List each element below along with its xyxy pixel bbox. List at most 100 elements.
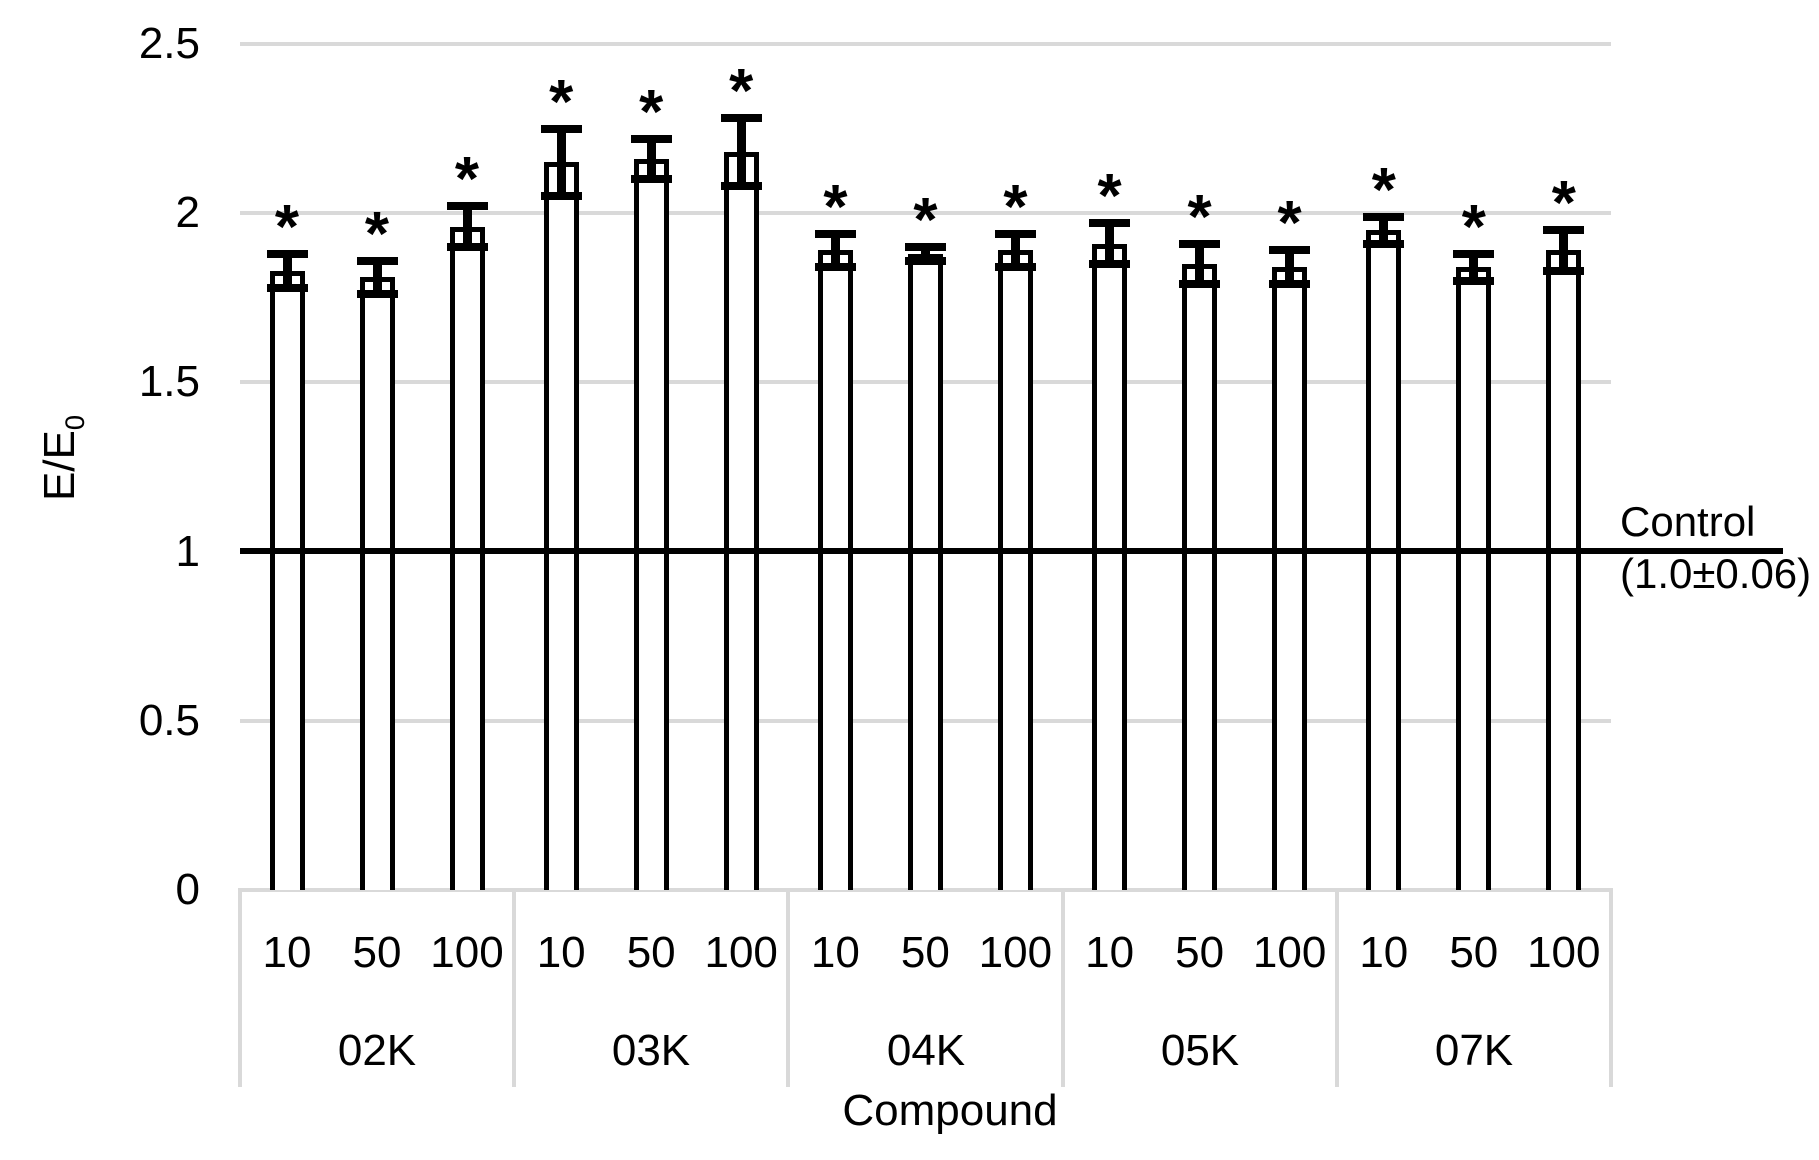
error-bar-line	[1559, 230, 1568, 271]
error-bar-cap-top	[721, 114, 762, 123]
group-separator	[1609, 888, 1613, 1087]
error-bar-line	[373, 260, 382, 295]
bar-05K-100	[1272, 267, 1307, 890]
significance-asterisk: *	[913, 186, 938, 256]
error-bar-cap-bottom	[1269, 280, 1310, 289]
group-label-02K: 02K	[337, 1026, 417, 1075]
significance-asterisk: *	[1187, 182, 1212, 252]
error-bar-cap-bottom	[905, 256, 946, 265]
error-bar-line	[1011, 233, 1020, 268]
error-bar-line	[1105, 223, 1114, 264]
y-axis-title-text: E/E	[35, 430, 84, 502]
y-tick-label: 1	[175, 526, 200, 576]
error-bar-cap-top	[1363, 212, 1404, 221]
group-separator	[786, 888, 790, 1087]
group-label-07K: 07K	[1434, 1026, 1514, 1075]
bar-02K-100	[450, 226, 485, 890]
significance-asterisk: *	[364, 199, 390, 269]
bar-07K-100	[1546, 250, 1581, 890]
y-tick-label: 0.5	[138, 695, 200, 745]
error-bar-cap-top	[447, 202, 488, 211]
bar-04K-50	[908, 253, 943, 890]
dose-tick-label: 50	[1175, 928, 1225, 977]
error-bar-cap-bottom	[541, 192, 582, 201]
x-axis-title: Compound	[842, 1086, 1058, 1135]
significance-asterisk: *	[1551, 169, 1576, 239]
error-bar-line	[647, 138, 656, 180]
error-bar-line	[737, 118, 746, 187]
error-bar-line	[1379, 216, 1388, 244]
error-bar-cap-top	[1453, 249, 1494, 258]
control-annotation-line2: (1.0±0.06)	[1620, 550, 1812, 597]
error-bar-cap-top	[905, 243, 946, 252]
bar-07K-50	[1456, 267, 1491, 890]
dose-tick-label: 100	[1527, 928, 1601, 977]
error-bar-line	[1195, 243, 1204, 285]
dose-tick-label: 50	[352, 928, 402, 977]
error-bar-cap-bottom	[1363, 239, 1404, 248]
group-separator	[512, 888, 516, 1087]
bar-05K-50	[1182, 263, 1217, 890]
error-bar-cap-bottom	[357, 290, 398, 299]
group-label-05K: 05K	[1160, 1026, 1240, 1075]
dose-tick-label: 50	[1449, 928, 1499, 977]
y-tick-label: 2.5	[138, 19, 200, 68]
error-bar-cap-top	[1089, 219, 1130, 228]
error-bar-line	[921, 247, 930, 261]
error-bar-cap-top	[1179, 239, 1220, 248]
group-separator	[238, 888, 242, 1087]
error-bar-cap-top	[631, 134, 672, 143]
error-bar-line	[1285, 250, 1294, 285]
dose-tick-label: 10	[536, 928, 586, 977]
bar-03K-50	[634, 159, 669, 890]
significance-asterisk: *	[274, 192, 300, 262]
error-bar-cap-bottom	[631, 175, 672, 184]
error-bar-cap-bottom	[1089, 259, 1130, 268]
dose-tick-label: 50	[626, 928, 676, 977]
bar-02K-50	[360, 277, 395, 890]
bar-03K-10	[544, 162, 579, 890]
error-bar-cap-top	[357, 256, 398, 265]
significance-asterisk: *	[1371, 155, 1396, 225]
control-reference-line	[240, 548, 1783, 554]
error-bar-cap-bottom	[447, 243, 488, 252]
error-bar-cap-bottom	[1179, 280, 1220, 289]
error-bar-line	[831, 233, 840, 268]
y-tick-label: 2	[175, 188, 200, 238]
y-axis-title-subscript: 0	[58, 414, 90, 431]
error-bar-line	[1469, 253, 1478, 281]
dose-tick-label: 10	[1085, 928, 1135, 977]
significance-asterisk: *	[1097, 162, 1122, 232]
dose-tick-label: 100	[430, 928, 504, 977]
dose-tick-label: 10	[1359, 928, 1409, 977]
dose-tick-label: 10	[810, 928, 860, 977]
dose-tick-label: 100	[978, 928, 1053, 977]
significance-asterisk: *	[1461, 192, 1486, 262]
error-bar-cap-top	[1269, 246, 1310, 255]
bar-05K-10	[1092, 243, 1127, 890]
error-bar-line	[557, 128, 566, 197]
error-bar-cap-top	[1543, 226, 1584, 235]
significance-asterisk: *	[1277, 189, 1302, 259]
group-label-04K: 04K	[886, 1026, 966, 1075]
bar-07K-10	[1366, 230, 1401, 890]
significance-asterisk: *	[639, 77, 664, 147]
dose-tick-label: 100	[1252, 928, 1327, 977]
dose-tick-label: 10	[262, 928, 312, 977]
error-bar-cap-bottom	[267, 283, 308, 292]
error-bar-cap-bottom	[1543, 266, 1584, 275]
error-bar-cap-bottom	[815, 263, 856, 272]
gridline-y-2.5	[240, 42, 1611, 46]
group-label-03K: 03K	[611, 1026, 691, 1075]
significance-asterisk: *	[454, 145, 480, 215]
gridline-y-0	[240, 888, 1611, 892]
error-bar-cap-top	[267, 249, 308, 258]
significance-asterisk: *	[729, 57, 754, 127]
error-bar-cap-top	[995, 229, 1036, 238]
error-bar-cap-top	[541, 124, 582, 133]
error-bar-cap-top	[815, 229, 856, 238]
gridline-y-2	[240, 211, 1611, 216]
significance-asterisk: *	[549, 67, 574, 137]
control-annotation-line1: Control	[1620, 498, 1756, 545]
